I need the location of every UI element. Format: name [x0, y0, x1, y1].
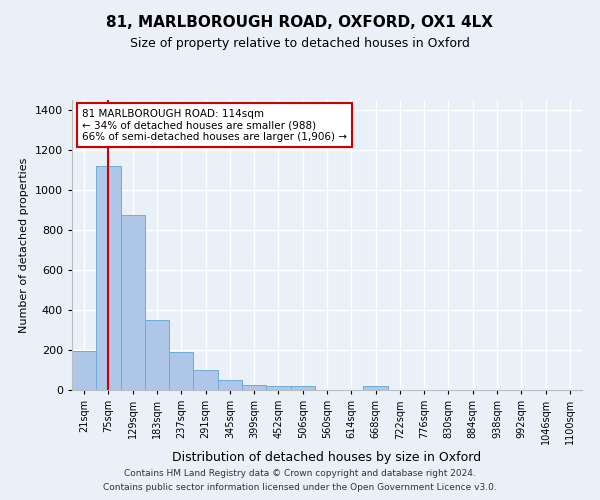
Bar — [193, 370, 218, 390]
Bar — [72, 352, 96, 390]
Bar — [121, 216, 145, 390]
Text: Size of property relative to detached houses in Oxford: Size of property relative to detached ho… — [130, 38, 470, 51]
X-axis label: Distribution of detached houses by size in Oxford: Distribution of detached houses by size … — [172, 451, 482, 464]
Text: Contains public sector information licensed under the Open Government Licence v3: Contains public sector information licen… — [103, 484, 497, 492]
Text: 81 MARLBOROUGH ROAD: 114sqm
← 34% of detached houses are smaller (988)
66% of se: 81 MARLBOROUGH ROAD: 114sqm ← 34% of det… — [82, 108, 347, 142]
Bar — [169, 352, 193, 390]
Bar — [145, 320, 169, 390]
Bar — [266, 386, 290, 390]
Y-axis label: Number of detached properties: Number of detached properties — [19, 158, 29, 332]
Bar — [218, 380, 242, 390]
Text: Contains HM Land Registry data © Crown copyright and database right 2024.: Contains HM Land Registry data © Crown c… — [124, 468, 476, 477]
Bar — [242, 386, 266, 390]
Bar — [290, 386, 315, 390]
Text: 81, MARLBOROUGH ROAD, OXFORD, OX1 4LX: 81, MARLBOROUGH ROAD, OXFORD, OX1 4LX — [107, 15, 493, 30]
Bar — [96, 166, 121, 390]
Bar — [364, 386, 388, 390]
